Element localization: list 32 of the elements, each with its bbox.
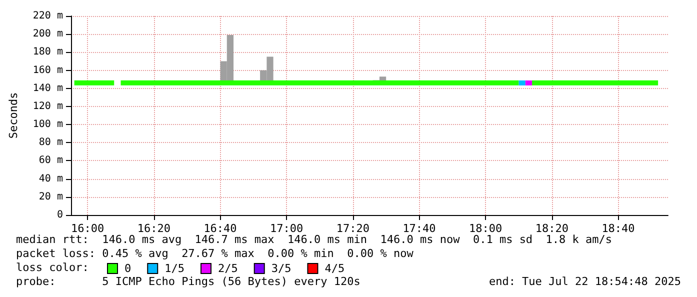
text: probe: 5 ICMP Echo Pings (56 Bytes) every 120s: [16, 275, 360, 288]
x-tick-label: 18:00: [469, 222, 502, 235]
legend-label: 4/5: [324, 262, 345, 275]
y-tick-label: 60 m: [38, 155, 63, 166]
x-tick-label: 16:00: [71, 222, 104, 235]
y-tick-label: 100 m: [32, 119, 63, 130]
x-tick-label: 17:40: [402, 222, 436, 235]
y-tick-label: 140 m: [32, 82, 63, 94]
x-tick-label: 16:40: [204, 222, 237, 235]
legend-label: 3/5: [271, 262, 292, 275]
x-tick-label: 17:00: [270, 222, 304, 235]
x-tick-label: 18:40: [602, 222, 635, 235]
legend-label: 0: [124, 262, 132, 275]
x-tick-label: 17:20: [336, 222, 370, 235]
y-tick-label: 20 m: [38, 191, 63, 202]
y-tick-label: 180 m: [32, 46, 63, 58]
y-tick-label: 40 m: [38, 173, 63, 184]
legend-title: loss color:: [16, 261, 89, 274]
legend-label: 1/5: [164, 262, 184, 275]
x-tick-label: 16:20: [137, 222, 170, 235]
text: median rtt: 146.0 ms avg 146.7 ms max 146.0 ms min 146.0 ms now 0.1 ms sd 1.8 k am/s: [16, 233, 612, 246]
text: end: Tue Jul 22 18:54:48 2025: [488, 275, 682, 288]
y-tick-label: 120 m: [32, 100, 63, 112]
y-tick-label: 200 m: [32, 28, 63, 40]
y-tick-label: 0: [56, 210, 63, 220]
text: packet loss: 0.45 % avg 27.67 % max 0.00 % min 0.00 % now: [16, 247, 414, 260]
x-tick-label: 18:20: [535, 222, 568, 235]
y-axis-title: Seconds: [7, 92, 20, 139]
y-tick-label: 80 m: [38, 137, 63, 148]
legend-label: 2/5: [218, 262, 238, 275]
y-tick-label: 220 m: [32, 10, 63, 22]
y-tick-label: 160 m: [32, 64, 63, 76]
